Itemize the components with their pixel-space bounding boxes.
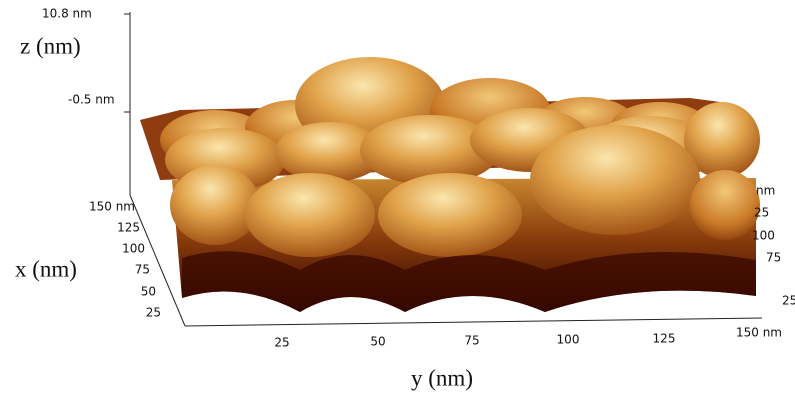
right-tick-label: 75 <box>766 251 781 265</box>
x-tick-label: 75 <box>135 263 150 277</box>
y-axis-label: y (nm) <box>411 365 473 390</box>
y-tick-label: 75 <box>464 334 479 348</box>
right-tick-label: 25 <box>782 294 795 308</box>
y-axis-line <box>184 317 763 327</box>
y-tick-label: 50 <box>370 335 385 349</box>
right-tick-label: nm <box>756 184 775 198</box>
dome <box>360 115 500 185</box>
dome <box>275 122 385 182</box>
dome <box>245 173 375 257</box>
z-tick-label: -0.5 nm <box>68 93 115 107</box>
y-tick-label: 100 <box>557 333 580 347</box>
x-axis-line <box>129 194 186 327</box>
y-tick-label: 150 nm <box>736 326 782 340</box>
domes-front <box>170 125 760 257</box>
z-axis-label: z (nm) <box>20 33 81 58</box>
x-axis-label: x (nm) <box>15 256 77 281</box>
dome <box>530 125 700 235</box>
surface-shadow <box>182 251 756 312</box>
x-tick-label: 50 <box>141 285 156 299</box>
dome <box>378 173 522 257</box>
dome <box>684 102 760 178</box>
z-tick-label: 10.8 nm <box>42 7 92 21</box>
x-tick-label: 100 <box>122 242 145 256</box>
y-tick-label: 25 <box>274 336 289 350</box>
right-tick-label: 100 <box>752 229 775 243</box>
x-tick-label: 150 nm <box>89 200 135 214</box>
dome <box>690 170 760 240</box>
right-tick-label: 25 <box>754 206 769 220</box>
x-tick-label: 125 <box>117 221 140 235</box>
y-tick-label: 125 <box>653 332 676 346</box>
dome <box>170 165 260 245</box>
x-tick-label: 25 <box>146 306 161 320</box>
